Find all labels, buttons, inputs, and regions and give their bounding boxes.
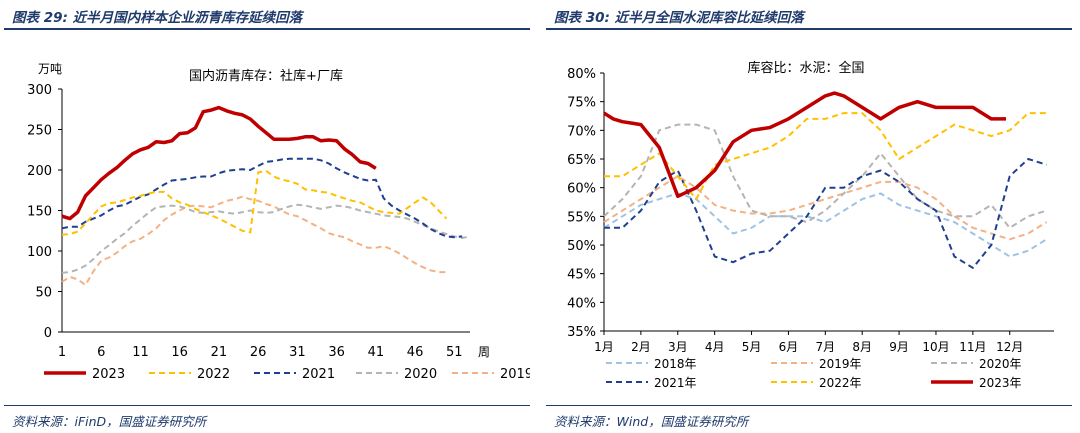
y-tick-label: 45%: [567, 268, 596, 283]
y-tick-label: 150: [27, 205, 52, 220]
x-tick-label: 1: [58, 345, 66, 360]
y-tick-label: 40%: [567, 296, 596, 311]
series-line-2019年: [603, 175, 1048, 241]
y-tick-label: 55%: [567, 210, 596, 225]
legend-label-2019年: 2019年: [819, 357, 862, 371]
y-tick-label: 80%: [567, 67, 596, 82]
chart-title: 国内沥青库存：社库+厂库: [189, 68, 343, 84]
legend-label-2019: 2019: [500, 367, 530, 382]
legend-label-2022年: 2022年: [819, 376, 862, 390]
series-line-2021: [61, 157, 463, 239]
x-tick-label: 1月: [594, 340, 614, 354]
y-tick-label: 35%: [567, 325, 596, 340]
cement-storage-ratio-chart: 35% 40% 45% 50% 55% 60% 65% 70% 75% 80% 1月 2月 3月 4月 5月…: [567, 60, 1054, 390]
right-figure-title: 图表 30: 近半月全国水泥库容比延续回落: [554, 10, 804, 26]
y-tick-label: 0: [44, 326, 52, 341]
legend-label-2021年: 2021年: [654, 376, 697, 390]
x-tick-label: 26: [250, 345, 267, 360]
x-tick-label: 16: [171, 345, 188, 360]
x-tick-label: 9月: [889, 340, 909, 354]
x-axis-label: 周: [478, 345, 490, 359]
x-tick-label: 8月: [852, 340, 872, 354]
x-tick-label: 11: [132, 345, 149, 360]
x-tick-label: 2月: [631, 340, 651, 354]
y-tick-label: 60%: [567, 182, 596, 197]
x-tick-label: 31: [289, 345, 306, 360]
y-tick-label: 65%: [567, 153, 596, 168]
legend-label-2021: 2021: [302, 367, 335, 382]
y-tick-label: 50%: [567, 239, 596, 254]
legend-label-2022: 2022: [197, 367, 230, 382]
legend-label-2018年: 2018年: [654, 357, 697, 371]
legend-label-2023年: 2023年: [979, 376, 1022, 390]
left-bottom-divider: [4, 405, 530, 406]
left-top-divider: [4, 28, 530, 30]
y-tick-label: 300: [27, 83, 52, 98]
right-source-note: 资料来源：Wind，国盛证券研究所: [554, 414, 749, 429]
chart-title: 库容比：水泥：全国: [747, 60, 864, 76]
series-line-2022年: [604, 112, 1047, 201]
right-figure-panel: 图表 30: 近半月全国水泥库容比延续回落 35% 40% 45% 50% 55% 60%…: [546, 0, 1076, 433]
left-figure-title: 图表 29: 近半月国内样本企业沥青库存延续回落: [12, 10, 303, 26]
x-tick-label: 4月: [705, 340, 725, 354]
legend-label-2020: 2020: [404, 367, 437, 382]
left-figure-panel: 图表 29: 近半月国内样本企业沥青库存延续回落 0 50 100 150 200 250…: [4, 0, 534, 433]
x-tick-label: 36: [328, 345, 345, 360]
y-tick-label: 200: [27, 164, 52, 179]
right-bottom-divider: [546, 405, 1072, 406]
x-tick-label: 41: [368, 345, 385, 360]
y-tick-label: 75%: [567, 96, 596, 111]
series-line-2023年: [603, 91, 1006, 199]
x-tick-label: 5月: [742, 340, 762, 354]
y-tick-label: 70%: [567, 124, 596, 139]
y-tick-label: 100: [27, 245, 52, 260]
x-tick-label: 51: [446, 345, 463, 360]
y-axis-label: 万吨: [38, 62, 62, 76]
legend-label-2023: 2023: [92, 367, 125, 382]
x-tick-label: 6月: [779, 340, 799, 354]
x-tick-label: 12月: [996, 340, 1023, 354]
series-line-2019: [61, 195, 447, 286]
series-line-2023: [61, 105, 377, 221]
x-tick-label: 6: [97, 345, 105, 360]
x-tick-label: 3月: [668, 340, 688, 354]
series-line-2021年: [604, 158, 1047, 269]
x-tick-label: 10月: [922, 340, 949, 354]
series-line-2018年: [603, 192, 1048, 258]
series-line-2022: [61, 169, 448, 236]
legend-label-2020年: 2020年: [979, 357, 1022, 371]
x-tick-label: 46: [407, 345, 424, 360]
left-source-note: 资料来源：iFinD，国盛证券研究所: [12, 414, 207, 429]
series-line-2020: [61, 203, 471, 274]
series-line-2020年: [603, 123, 1047, 229]
x-tick-label: 21: [211, 345, 228, 360]
x-tick-label: 7月: [815, 340, 835, 354]
right-top-divider: [546, 28, 1072, 30]
y-tick-label: 50: [35, 286, 52, 301]
y-tick-label: 250: [27, 124, 52, 139]
x-tick-label: 11月: [959, 340, 986, 354]
